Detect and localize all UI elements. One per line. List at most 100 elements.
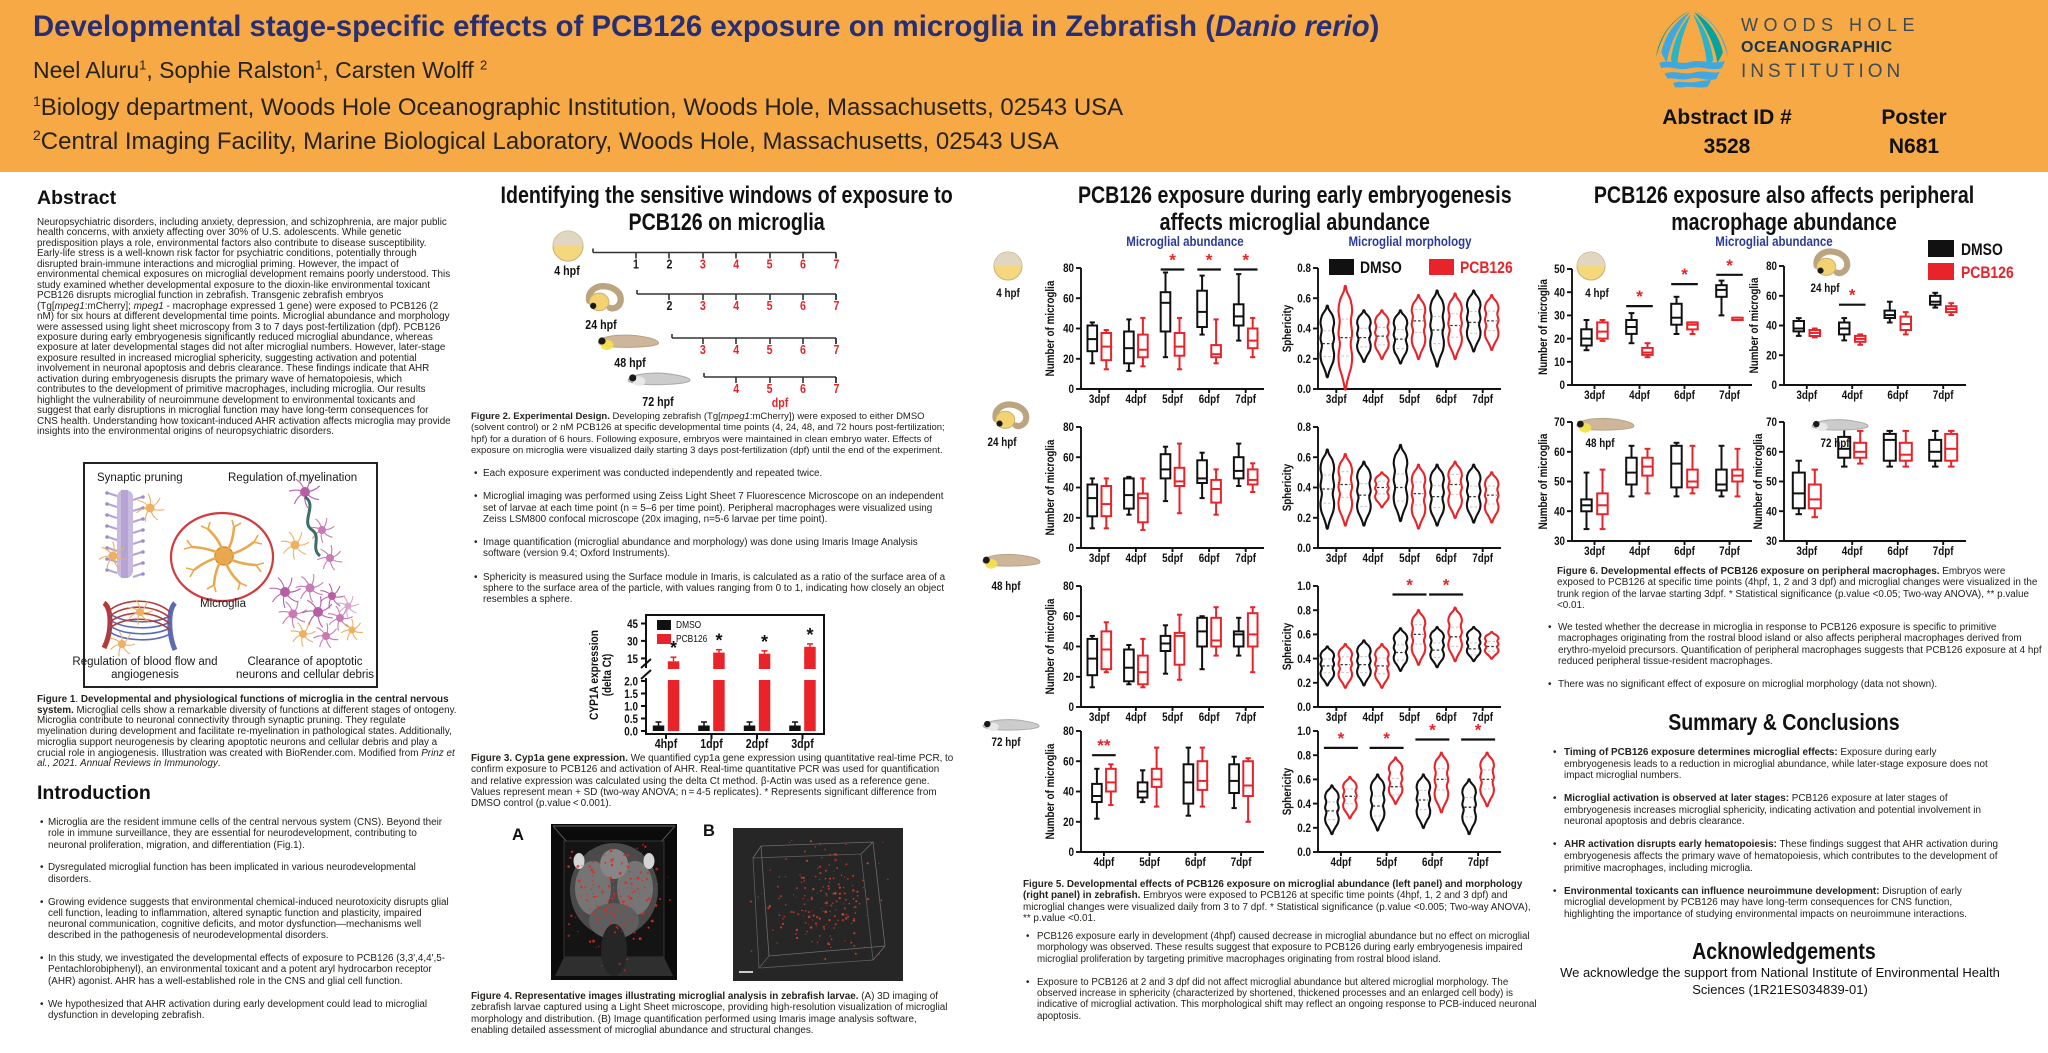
svg-text:Sphericity: Sphericity [1280, 463, 1294, 511]
svg-text:6dpf: 6dpf [1674, 388, 1696, 402]
svg-text:7dpf: 7dpf [1933, 388, 1955, 402]
svg-text:Regulation of blood flow and: Regulation of blood flow and [72, 656, 217, 668]
svg-text:Clearance of apoptotic: Clearance of apoptotic [247, 656, 362, 668]
svg-text:4dpf: 4dpf [1094, 855, 1116, 869]
svg-text:6dpf: 6dpf [1422, 855, 1444, 869]
svg-text:Microglial morphology: Microglial morphology [1348, 233, 1471, 249]
svg-text:4dpf: 4dpf [1126, 710, 1148, 724]
svg-text:0.6: 0.6 [1297, 773, 1311, 787]
svg-text:4 hpf: 4 hpf [1585, 286, 1609, 300]
svg-text:3dpf: 3dpf [1326, 710, 1348, 724]
svg-text:PCB126: PCB126 [1961, 263, 2014, 282]
svg-text:70: 70 [1554, 415, 1565, 429]
svg-text:3dpf: 3dpf [1089, 392, 1111, 406]
svg-text:6dpf: 6dpf [1199, 551, 1221, 565]
svg-text:20: 20 [1063, 352, 1074, 366]
svg-text:Number of microglia: Number of microglia [1536, 433, 1550, 529]
svg-text:48 hpf: 48 hpf [992, 579, 1022, 593]
svg-text:6dpf: 6dpf [1199, 710, 1221, 724]
svg-text:5: 5 [767, 298, 773, 313]
svg-text:1.0: 1.0 [1297, 724, 1311, 738]
svg-text:(delta Ct): (delta Ct) [600, 654, 614, 697]
svg-text:3dpf: 3dpf [1089, 710, 1111, 724]
svg-text:7: 7 [833, 298, 839, 313]
svg-text:40: 40 [1063, 785, 1074, 799]
svg-text:24 hpf: 24 hpf [988, 435, 1018, 449]
svg-text:4 hpf: 4 hpf [554, 263, 580, 278]
svg-text:*: * [806, 625, 813, 645]
svg-text:4dpf: 4dpf [1629, 544, 1651, 558]
svg-text:72 hpf: 72 hpf [1821, 436, 1851, 450]
svg-text:4dpf: 4dpf [1842, 388, 1864, 402]
svg-text:3: 3 [700, 257, 706, 272]
svg-text:60: 60 [1063, 610, 1074, 624]
svg-text:0: 0 [1069, 382, 1075, 396]
svg-text:48 hpf: 48 hpf [1586, 436, 1616, 450]
svg-text:7: 7 [833, 257, 839, 272]
svg-text:Number of microglia: Number of microglia [1043, 439, 1057, 535]
svg-text:70: 70 [1766, 415, 1777, 429]
svg-text:*: * [1406, 576, 1413, 595]
svg-text:60: 60 [1063, 291, 1074, 305]
svg-text:4dpf: 4dpf [1363, 392, 1385, 406]
svg-text:50: 50 [1554, 262, 1565, 276]
svg-text:*: * [1169, 251, 1176, 270]
svg-text:7dpf: 7dpf [1472, 392, 1494, 406]
svg-text:5dpf: 5dpf [1399, 551, 1421, 565]
svg-text:80: 80 [1063, 579, 1074, 593]
svg-text:20: 20 [1063, 511, 1074, 525]
svg-text:0: 0 [1069, 845, 1075, 859]
svg-text:DMSO: DMSO [1360, 258, 1402, 277]
svg-text:50: 50 [1554, 475, 1565, 489]
svg-text:Synaptic pruning: Synaptic pruning [97, 472, 183, 484]
svg-text:5: 5 [767, 381, 773, 396]
svg-text:4dpf: 4dpf [1363, 551, 1385, 565]
svg-text:7dpf: 7dpf [1933, 544, 1955, 558]
svg-text:80: 80 [1063, 261, 1074, 275]
svg-text:0.0: 0.0 [1297, 541, 1311, 555]
svg-text:2dpf: 2dpf [746, 736, 769, 751]
svg-text:6: 6 [800, 342, 806, 357]
svg-text:Microglia: Microglia [200, 598, 247, 610]
svg-text:72 hpf: 72 hpf [642, 394, 674, 409]
svg-text:0.8: 0.8 [1297, 603, 1311, 617]
svg-text:PCB126: PCB126 [1460, 258, 1513, 277]
svg-text:60: 60 [1063, 755, 1074, 769]
svg-text:3dpf: 3dpf [1326, 392, 1348, 406]
svg-text:4dpf: 4dpf [1629, 388, 1651, 402]
svg-text:24 hpf: 24 hpf [585, 317, 617, 332]
svg-text:10: 10 [1554, 355, 1565, 369]
svg-text:*: * [1206, 251, 1213, 270]
svg-text:7dpf: 7dpf [1472, 710, 1494, 724]
svg-text:1.0: 1.0 [1297, 579, 1311, 593]
svg-text:1dpf: 1dpf [700, 736, 723, 751]
svg-text:5dpf: 5dpf [1376, 855, 1398, 869]
svg-text:4: 4 [733, 381, 740, 396]
svg-text:*: * [761, 632, 768, 652]
svg-text:0.5: 0.5 [624, 712, 638, 726]
svg-text:5dpf: 5dpf [1399, 710, 1421, 724]
svg-text:2: 2 [666, 298, 672, 313]
svg-text:7dpf: 7dpf [1235, 710, 1257, 724]
svg-text:*: * [1681, 265, 1688, 284]
svg-text:6dpf: 6dpf [1887, 544, 1909, 558]
svg-text:0.8: 0.8 [1297, 261, 1311, 275]
svg-text:60: 60 [1063, 450, 1074, 464]
svg-text:7: 7 [833, 381, 839, 396]
svg-text:0: 0 [1069, 700, 1075, 714]
svg-text:1.0: 1.0 [624, 700, 638, 714]
svg-text:80: 80 [1063, 420, 1074, 434]
svg-text:1.5: 1.5 [624, 687, 638, 701]
svg-text:20: 20 [1766, 348, 1777, 362]
svg-text:*: * [715, 631, 722, 651]
svg-text:6dpf: 6dpf [1436, 710, 1458, 724]
svg-text:40: 40 [1063, 322, 1074, 336]
svg-text:3: 3 [700, 298, 706, 313]
svg-text:*: * [1636, 287, 1643, 306]
svg-text:4: 4 [733, 342, 740, 357]
svg-text:6: 6 [800, 257, 806, 272]
svg-text:Number of microglia: Number of microglia [1751, 433, 1765, 529]
svg-text:7: 7 [833, 342, 839, 357]
svg-text:45: 45 [627, 617, 638, 631]
svg-text:dpf: dpf [772, 395, 789, 410]
